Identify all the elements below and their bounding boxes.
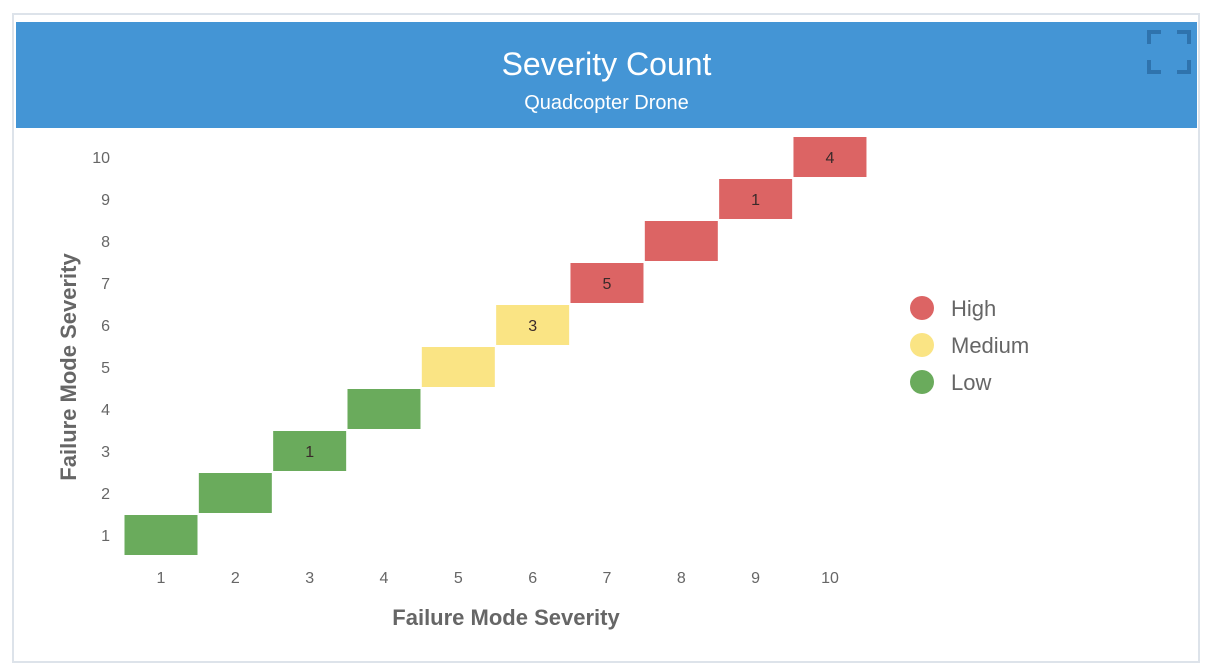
y-tick-label: 9 [101, 192, 110, 209]
cell-label: 1 [305, 444, 314, 461]
y-tick-label: 5 [101, 360, 110, 377]
y-tick-label: 1 [101, 528, 110, 545]
legend-item-high[interactable]: High [951, 296, 996, 321]
heatmap-cell-5-5 [421, 347, 495, 387]
x-tick-label: 5 [454, 570, 463, 587]
heatmap-cell-2-2 [198, 473, 272, 513]
x-tick-label: 6 [528, 570, 537, 587]
x-tick-label: 7 [603, 570, 612, 587]
heatmap-cell-1-1 [124, 515, 198, 555]
y-tick-label: 3 [101, 444, 110, 461]
cell-label: 5 [603, 276, 612, 293]
expand-icon[interactable] [1147, 30, 1191, 74]
y-axis-title: Failure Mode Severity [56, 253, 81, 481]
heatmap-cell-7-7 [570, 263, 644, 303]
legend-marker-high[interactable] [910, 296, 934, 320]
y-tick-label: 8 [101, 234, 110, 251]
heatmap-cell-4-4 [347, 389, 421, 429]
legend-item-medium[interactable]: Medium [951, 333, 1029, 358]
y-tick-label: 7 [101, 276, 110, 293]
y-tick-label: 6 [101, 318, 110, 335]
x-axis-title: Failure Mode Severity [392, 605, 620, 630]
heatmap-cell-8-8 [644, 221, 718, 261]
legend-marker-low[interactable] [910, 370, 934, 394]
chart-subtitle: Quadcopter Drone [524, 92, 689, 114]
legend-marker-medium[interactable] [910, 333, 934, 357]
heatmap-cell-10-10 [793, 137, 867, 177]
chart-title: Severity Count [501, 46, 712, 82]
y-tick-label: 10 [92, 150, 110, 167]
x-tick-label: 10 [821, 570, 839, 587]
cell-label: 1 [751, 192, 760, 209]
chart-card: Severity Count Quadcopter Drone [12, 13, 1200, 663]
y-tick-label: 2 [101, 486, 110, 503]
y-tick-label: 4 [101, 402, 110, 419]
cell-label: 4 [826, 150, 835, 167]
x-tick-label: 3 [305, 570, 314, 587]
heatmap-cell-3-3 [273, 431, 347, 471]
cell-label: 3 [528, 318, 537, 335]
x-tick-label: 9 [751, 570, 760, 587]
heatmap-cell-6-6 [496, 305, 570, 345]
legend-item-low[interactable]: Low [951, 370, 991, 395]
chart-header: Severity Count Quadcopter Drone [16, 22, 1197, 128]
heatmap-cell-9-9 [719, 179, 793, 219]
x-tick-label: 1 [157, 570, 166, 587]
x-tick-label: 4 [380, 570, 389, 587]
x-tick-label: 8 [677, 570, 686, 587]
x-tick-label: 2 [231, 570, 240, 587]
